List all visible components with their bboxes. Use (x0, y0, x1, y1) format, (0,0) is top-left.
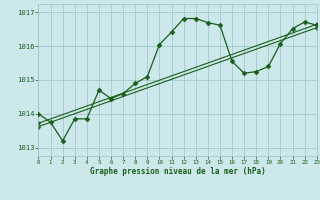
X-axis label: Graphe pression niveau de la mer (hPa): Graphe pression niveau de la mer (hPa) (90, 167, 266, 176)
